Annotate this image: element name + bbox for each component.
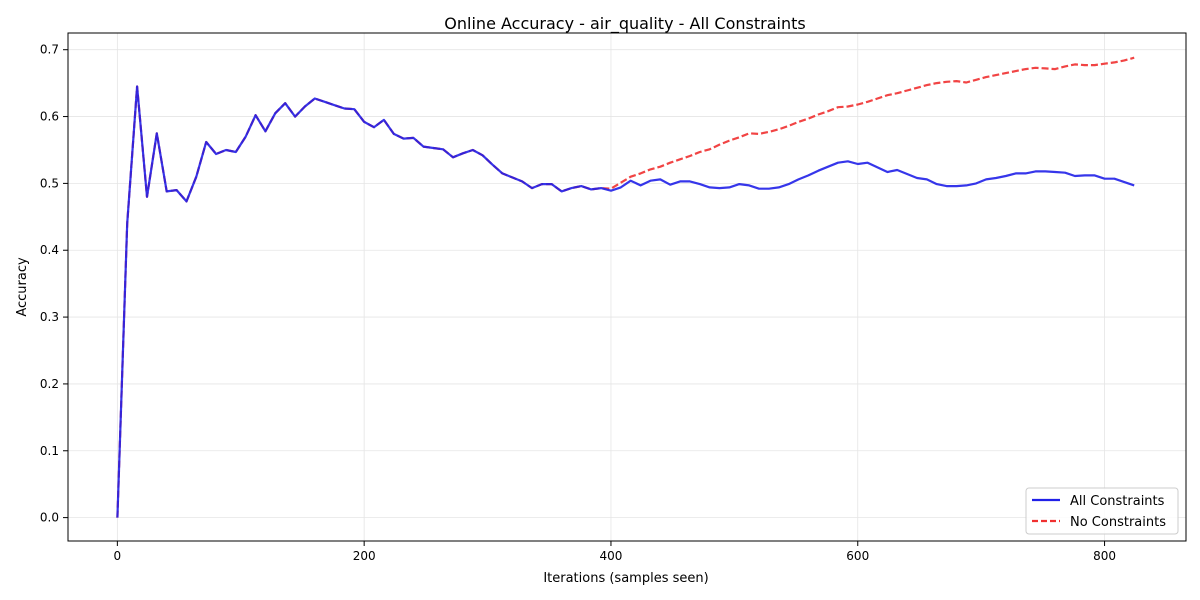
x-tick-label: 800: [1093, 549, 1116, 563]
y-tick-label: 0.4: [40, 243, 59, 257]
chart-title: Online Accuracy - air_quality - All Cons…: [444, 14, 805, 34]
y-tick-label: 0.6: [40, 110, 59, 124]
legend-label-all-constraints: All Constraints: [1070, 494, 1165, 509]
legend-box: [1025, 487, 1179, 535]
x-tick-label: 200: [353, 549, 376, 563]
series-layer: [116, 56, 1135, 518]
plot-frame: [67, 32, 1187, 542]
series-line-all-constraints: [116, 85, 1135, 518]
x-tick-label: 0: [114, 549, 122, 563]
y-tick-label: 0.5: [40, 176, 59, 190]
y-tick-label: 0.2: [40, 377, 59, 391]
y-tick-label: 0.1: [40, 444, 59, 458]
legend: All Constraints No Constraints: [1025, 487, 1179, 535]
series-line-no-constraints: [116, 56, 1135, 518]
y-tick-label: 0.7: [40, 43, 59, 57]
y-axis-label: Accuracy: [15, 257, 30, 317]
y-tick-label: 0.3: [40, 310, 59, 324]
x-tick-label: 600: [846, 549, 869, 563]
y-tick-label: 0.0: [40, 511, 59, 525]
x-axis-label: Iterations (samples seen): [543, 571, 708, 586]
x-tick-label: 400: [600, 549, 623, 563]
ticks: 0 200 400 600 800 0.0 0.1 0.2 0.3 0.4 0.5 0.6 0.7: [40, 43, 1116, 563]
legend-label-no-constraints: No Constraints: [1070, 515, 1166, 530]
